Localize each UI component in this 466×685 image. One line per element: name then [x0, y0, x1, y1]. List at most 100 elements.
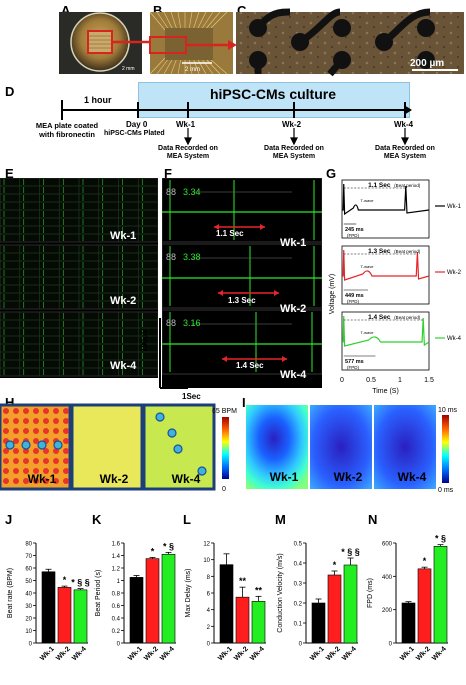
- y-tick-label: 0.2: [294, 602, 303, 608]
- plated-label: hiPSC-CMs Plated: [104, 130, 165, 137]
- interval-label: 1 hour: [84, 95, 112, 105]
- heatmap-spot: [53, 418, 59, 424]
- heatmap-spot: [13, 428, 19, 434]
- significance-mark: *: [333, 560, 337, 570]
- photo-c-microscope: 200 µm: [236, 8, 464, 77]
- heatmap-spot: [53, 468, 59, 474]
- heatmap-spot: [3, 458, 9, 464]
- category-label: Wk-4: [249, 645, 266, 662]
- bar: [57, 587, 72, 644]
- fp-x-tick: 1: [398, 377, 402, 384]
- culture-band: [138, 82, 410, 118]
- legend-label: Wk-4: [447, 336, 462, 342]
- activation-tile: [246, 405, 308, 489]
- bar: [433, 546, 448, 644]
- heatmap-spot: [155, 412, 165, 422]
- panel-label-n: N: [368, 512, 378, 527]
- y-tick-label: 0: [207, 642, 211, 648]
- y-tick-label: 8: [207, 575, 211, 581]
- fp-waveform-line: [342, 183, 430, 216]
- category-label: Wk-2: [55, 645, 72, 662]
- bar: [327, 574, 342, 644]
- heatmap-spot: [13, 458, 19, 464]
- legend-label: Wk-2: [447, 270, 462, 276]
- heatmap-spot: [23, 408, 29, 414]
- panel-label-g: G: [326, 166, 337, 181]
- timepoint-wk4-label: Wk-4: [394, 120, 414, 129]
- arrow-head-icon: [218, 290, 223, 296]
- panel-label-h: H: [5, 395, 15, 410]
- trace-interval-2: 1.3 Sec: [228, 296, 256, 305]
- timepoint-wk2-label: Wk-2: [282, 120, 302, 129]
- trace-scale-x: 1Sec: [182, 392, 201, 401]
- trace-value-3: 3.16: [183, 318, 201, 328]
- chart-ylabel: Beat rate (BPM): [7, 568, 14, 618]
- activation-label: Wk-4: [398, 470, 427, 484]
- category-label: Wk-2: [233, 645, 250, 662]
- heatmap-spot: [21, 440, 31, 450]
- bar: [129, 577, 144, 644]
- arrow-head-icon: [214, 224, 219, 230]
- bar: [73, 589, 88, 644]
- timepoint-wk4-note: Data Recorded on MEA System: [375, 145, 435, 160]
- heatmap-colorbar: [222, 417, 229, 479]
- heatmap-spot: [63, 428, 69, 434]
- category-label: Wk-2: [415, 645, 432, 662]
- legend-label: Wk-1: [447, 204, 462, 210]
- panel-label-k: K: [92, 512, 102, 527]
- heatmap-label: Wk-4: [172, 472, 201, 486]
- fp-x-tick: 0.5: [366, 377, 376, 384]
- heatmap-spot: [37, 440, 47, 450]
- heatmap-spot: [43, 408, 49, 414]
- y-tick-label: 0.4: [294, 562, 303, 568]
- y-tick-label: 400: [382, 575, 393, 581]
- beat-period-label: (Beat period): [394, 315, 421, 320]
- significance-mark: * §: [163, 541, 174, 551]
- heatmap-spot: [197, 466, 207, 476]
- panel-label-e: E: [5, 166, 14, 181]
- fp-x-tick: 0: [340, 377, 344, 384]
- heatmap-spot: [33, 478, 39, 484]
- twave-label: T-wave: [361, 330, 375, 335]
- heatmap-tile: [70, 403, 144, 491]
- heatmap-spot: [53, 428, 59, 434]
- significance-mark: * § §: [71, 578, 90, 588]
- significance-mark: * § §: [341, 547, 360, 557]
- fp-x-tick: 1.5: [424, 377, 434, 384]
- y-tick-label: 600: [382, 542, 393, 548]
- category-label: Wk-4: [341, 645, 358, 662]
- panel-label-b: B: [153, 3, 163, 18]
- timepoint-wk1-label: Wk-1: [176, 120, 196, 129]
- fpd-value: 245 ms: [345, 227, 364, 233]
- trace-interval-1: 1.1 Sec: [216, 229, 244, 238]
- heatmap-spot: [53, 408, 59, 414]
- y-tick-label: 200: [382, 608, 393, 614]
- heatmap-spot: [33, 408, 39, 414]
- bar: [401, 602, 416, 644]
- y-tick-label: 0: [117, 642, 121, 648]
- chart-ylabel: Conduction Velocity (m/s): [277, 553, 284, 632]
- heatmap-spot: [33, 428, 39, 434]
- arrow-head-icon: [260, 224, 265, 230]
- bar: [343, 564, 358, 644]
- heatmap-spot: [33, 448, 39, 454]
- heatmap-label: Wk-1: [28, 472, 57, 486]
- mea-label-wk4: Wk-4: [110, 360, 137, 372]
- fp-ylabel: Voltage (mV): [329, 274, 336, 314]
- fpd-label: (FPD): [347, 299, 359, 304]
- category-label: Wk-1: [399, 645, 416, 662]
- heatmap-spot: [63, 458, 69, 464]
- heatmap-spot: [43, 428, 49, 434]
- photo-b-electrodes: 2 mm: [149, 11, 233, 75]
- timepoint-wk2-note: Data Recorded on MEA System: [264, 145, 324, 160]
- heatmap-spot: [43, 468, 49, 474]
- significance-mark: * §: [435, 534, 446, 544]
- heatmap-spot: [43, 478, 49, 484]
- panel-label-c: C: [237, 3, 247, 18]
- arrow-head-icon: [222, 356, 227, 362]
- y-tick-label: 0: [299, 642, 303, 648]
- twave-label: T-wave: [361, 264, 375, 269]
- heatmap-spot: [173, 444, 183, 454]
- trace-panel: [162, 178, 322, 388]
- trace-box: [162, 178, 322, 243]
